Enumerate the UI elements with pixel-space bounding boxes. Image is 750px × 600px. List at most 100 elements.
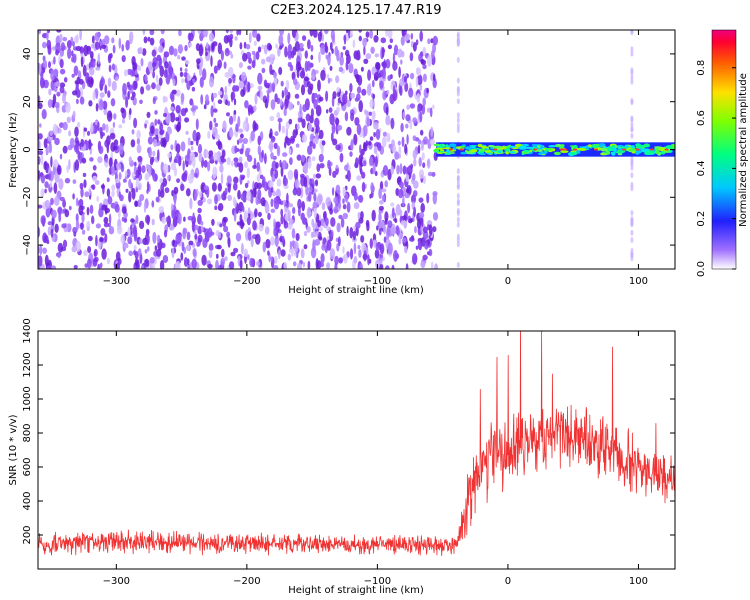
heatmap-noise-cell [301, 118, 306, 129]
heatmap-noise-cell [217, 59, 223, 69]
heatmap-noise-cell [111, 184, 116, 191]
heatmap-noise-cell [183, 216, 186, 222]
heatmap-noise-cell [359, 144, 362, 154]
heatmap-noise-cell [317, 220, 322, 228]
heatmap-noise-cell [375, 61, 380, 70]
heatmap-noise-cell [245, 147, 251, 153]
heatmap-noise-cell [336, 222, 341, 233]
heatmap-noise-cell [298, 42, 304, 49]
heatmap-noise-cell [228, 115, 234, 125]
heatmap-noise-cell [104, 35, 110, 45]
heatmap-x-tick-label: 100 [629, 276, 648, 287]
heatmap-noise-cell [214, 205, 218, 211]
heatmap-noise-cell [432, 192, 437, 205]
heatmap-noise-cell [420, 261, 426, 268]
heatmap-noise-cell [291, 248, 294, 257]
heatmap-noise-cell [92, 175, 98, 182]
heatmap-noise-cell [140, 57, 144, 67]
heatmap-strip-cell [630, 172, 634, 179]
heatmap-noise-cell [92, 60, 96, 68]
heatmap-noise-cell [405, 188, 410, 194]
heatmap-noise-cell [410, 33, 414, 40]
heatmap-noise-cell [203, 104, 207, 110]
heatmap-noise-cell [147, 60, 153, 71]
heatmap-signal-cell [479, 153, 487, 156]
heatmap-noise-cell [44, 254, 49, 267]
heatmap-noise-cell [273, 264, 279, 269]
heatmap-noise-cell [310, 108, 314, 118]
heatmap-noise-cell [254, 181, 259, 190]
heatmap-noise-cell [46, 30, 49, 41]
heatmap-noise-cell [79, 30, 82, 41]
heatmap-peak-cell [664, 148, 669, 151]
heatmap-noise-cell [73, 143, 79, 153]
heatmap-strip-cell [456, 77, 460, 84]
heatmap-noise-cell [151, 49, 157, 57]
colorbar-tick-label: 0.6 [696, 110, 707, 126]
heatmap-noise-cell [201, 254, 207, 266]
heatmap-noise-cell [140, 86, 145, 95]
heatmap-noise-cell [373, 143, 378, 147]
heatmap-noise-cell [240, 242, 244, 255]
heatmap-noise-cell [103, 216, 109, 224]
heatmap-noise-cell [379, 259, 383, 265]
heatmap-noise-cell [131, 129, 135, 135]
heatmap-noise-cell [54, 137, 60, 146]
heatmap-noise-cell [405, 114, 411, 122]
heatmap-noise-cell [109, 132, 116, 140]
heatmap-noise-cell [159, 177, 164, 184]
heatmap-noise-cell [52, 46, 56, 51]
heatmap-noise-cell [220, 50, 224, 61]
heatmap-noise-cell [301, 201, 306, 212]
heatmap-noise-cell [135, 177, 140, 189]
heatmap-noise-cell [407, 202, 411, 214]
heatmap-noise-cell [125, 96, 129, 108]
heatmap-noise-cell [64, 177, 71, 184]
heatmap-noise-cell [129, 31, 134, 42]
heatmap-noise-cell [94, 180, 100, 185]
heatmap-noise-cell [265, 56, 271, 63]
heatmap-noise-cell [263, 44, 268, 55]
heatmap-noise-cell [374, 53, 379, 58]
heatmap-noise-cell [101, 248, 107, 260]
heatmap-marks [38, 30, 675, 269]
heatmap-noise-cell [152, 231, 157, 244]
heatmap-noise-cell [196, 241, 200, 247]
heatmap-noise-cell [390, 223, 396, 235]
heatmap-noise-cell [284, 213, 289, 221]
heatmap-noise-cell [91, 184, 96, 191]
heatmap-noise-cell [239, 259, 243, 269]
heatmap-noise-cell [38, 95, 41, 104]
heatmap-noise-cell [40, 188, 45, 198]
heatmap-noise-cell [147, 136, 153, 145]
heatmap-noise-cell [115, 76, 119, 81]
heatmap-noise-cell [362, 125, 368, 137]
heatmap-signal-cell [442, 147, 452, 150]
heatmap-signal-cell [560, 144, 565, 147]
heatmap-noise-cell [309, 30, 314, 37]
heatmap-noise-cell [118, 124, 123, 129]
heatmap-noise-cell [276, 178, 282, 187]
heatmap-noise-cell [297, 262, 302, 269]
heatmap-noise-cell [296, 69, 300, 79]
heatmap-noise-cell [202, 238, 208, 249]
heatmap-noise-cell [180, 252, 184, 261]
heatmap-signal-cell [453, 146, 457, 151]
heatmap-noise-cell [358, 100, 364, 113]
heatmap-noise-cell [38, 102, 43, 110]
heatmap-noise-cell [205, 94, 209, 103]
heatmap-signal-cell [654, 146, 662, 149]
heatmap-noise-cell [99, 92, 105, 98]
heatmap-noise-cell [291, 71, 296, 81]
heatmap-noise-cell [264, 153, 267, 165]
heatmap-noise-cell [96, 195, 99, 202]
heatmap-noise-cell [111, 166, 115, 175]
heatmap-noise-cell [288, 203, 294, 208]
heatmap-noise-cell [207, 130, 211, 139]
heatmap-noise-cell [327, 54, 331, 66]
heatmap-noise-cell [293, 78, 298, 86]
heatmap-noise-cell [246, 254, 250, 260]
colorbar-tick-label: 0.8 [696, 60, 707, 76]
heatmap-noise-cell [213, 117, 217, 123]
heatmap-noise-cell [346, 225, 349, 237]
